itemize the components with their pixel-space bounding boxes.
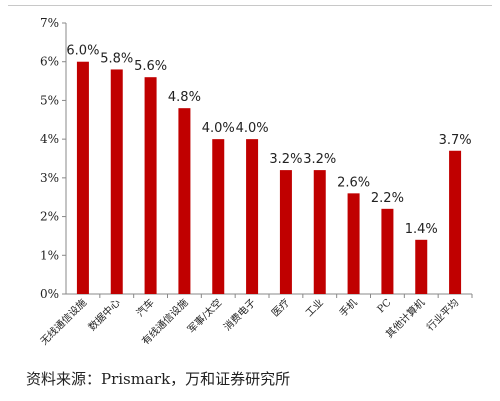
y-tick-label: 6% — [40, 55, 59, 69]
data-label: 3.2% — [269, 152, 302, 167]
data-label: 2.2% — [371, 191, 404, 206]
bar — [144, 77, 157, 294]
y-tick-label: 0% — [40, 287, 59, 301]
bar — [313, 170, 326, 294]
data-label: 5.8% — [100, 51, 133, 66]
bar — [381, 208, 394, 294]
data-label: 1.4% — [405, 222, 438, 237]
category-label: 工业 — [303, 297, 326, 320]
chart-svg: 0% 1% 2% 3% 4% 5% 6% 7% 6.0% 无线通信设施 5.8% 数据中心 5.6% 汽车… — [37, 16, 473, 348]
data-label: 3.2% — [303, 152, 336, 167]
y-tick-label: 2% — [40, 210, 59, 224]
bar — [212, 139, 225, 294]
bar — [246, 139, 259, 294]
source-note: 资料来源：Prismark，万和证券研究所 — [26, 370, 291, 388]
data-label: 3.7% — [439, 133, 472, 148]
bar — [110, 69, 123, 294]
top-rule — [8, 5, 492, 6]
bar-chart: 0% 1% 2% 3% 4% 5% 6% 7% 6.0% 无线通信设施 5.8% 数据中心 5.6% 汽车… — [37, 16, 473, 348]
bar — [76, 61, 89, 294]
data-label: 4.0% — [236, 121, 269, 136]
category-label: 数据中心 — [85, 296, 122, 333]
data-label: 4.0% — [202, 121, 235, 136]
bar — [347, 193, 360, 294]
data-label: 2.6% — [337, 175, 370, 190]
data-label: 4.8% — [168, 90, 201, 105]
data-label: 5.6% — [134, 59, 167, 74]
category-label: 消费电子 — [221, 296, 258, 333]
bar — [449, 150, 462, 294]
y-tick-label: 5% — [40, 93, 59, 107]
bar — [415, 239, 428, 294]
y-tick-label: 1% — [40, 248, 59, 262]
y-tick-label: 7% — [40, 16, 59, 30]
y-tick-label: 4% — [40, 132, 59, 146]
category-label: 行业平均 — [424, 296, 461, 333]
y-tick-label: 3% — [40, 171, 59, 185]
category-label: 医疗 — [269, 296, 292, 319]
data-label: 6.0% — [66, 44, 99, 59]
category-label: 无线通信设施 — [37, 296, 89, 348]
bar — [279, 170, 292, 294]
category-label: 汽车 — [133, 296, 156, 319]
category-label: PC — [376, 297, 394, 315]
category-label: 军事/太空 — [185, 296, 225, 336]
category-label: 手机 — [336, 296, 359, 319]
bar — [178, 108, 191, 295]
